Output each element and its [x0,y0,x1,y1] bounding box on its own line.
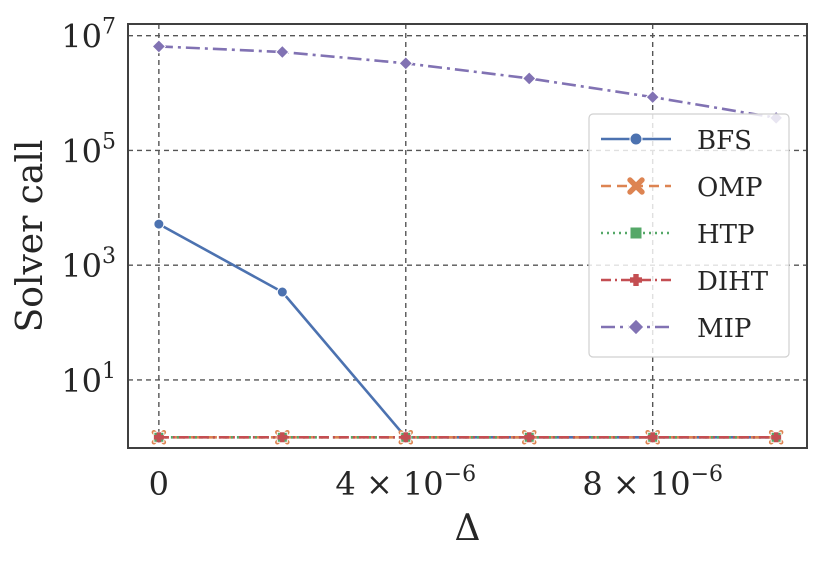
legend-box [588,113,790,358]
series-mip [151,39,784,126]
data-point-diht [524,432,535,443]
plot-area-frame [127,23,808,449]
data-point-diht [771,432,782,443]
legend-label-diht: DIHT [697,267,769,297]
legend-marker-htp [629,226,643,240]
x-tick-label: 8 × 10−6 [582,462,723,503]
y-axis-label: Solver call [10,140,51,333]
data-point-mip [645,89,660,105]
legend-item-htp: HTP [601,220,755,250]
series-line-mip [158,45,777,120]
legend-label-htp: HTP [697,220,755,250]
y-tick-label: 101 [61,359,116,400]
x-tick-label: 0 [149,465,169,503]
data-point-diht [647,432,658,443]
legend-item-mip: MIP [601,314,751,344]
axis-ticks: 0 4 × 10−6 8 × 10−6 101 103 105 107 [61,15,723,503]
y-tick-label: 105 [61,129,116,170]
data-point-mip [522,71,537,86]
series-layer [151,39,784,445]
y-tick-label: 107 [61,15,116,56]
data-point-diht [277,432,288,443]
data-point-diht [400,432,411,443]
data-point-mip [275,44,290,60]
y-tick-label: 103 [61,244,116,285]
legend-label-bfs: BFS [697,126,752,156]
legend-marker-diht [630,274,642,286]
data-point-mip [398,56,413,71]
data-point-mip [151,39,167,54]
legend-marker-omp [627,177,645,195]
legend-label-mip: MIP [697,314,751,344]
legend-label-omp: OMP [697,173,762,203]
x-tick-label: 4 × 10−6 [335,462,476,503]
data-point-diht [153,432,164,443]
legend-item-omp: OMP [601,173,762,203]
legend-item-bfs: BFS [601,126,752,156]
series-diht [153,432,782,443]
data-point-bfs [276,286,288,298]
x-axis-label: Δ [455,508,481,549]
data-point-bfs [153,218,165,230]
legend: BFS OMP HTP DIHT MIP [588,113,790,358]
legend-item-diht: DIHT [601,267,769,297]
legend-marker-bfs [629,132,643,146]
legend-marker-mip [627,318,645,336]
